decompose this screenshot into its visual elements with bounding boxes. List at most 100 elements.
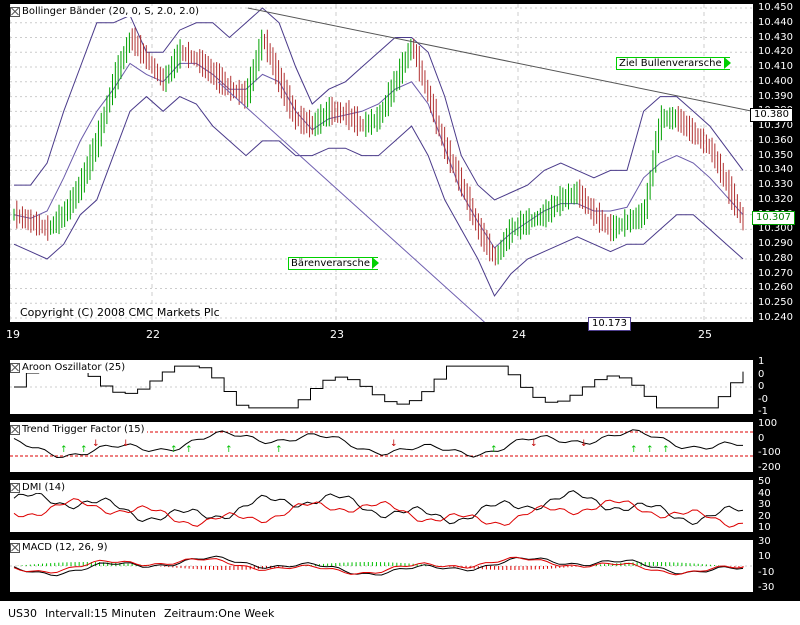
buy-signal-arrow: ↑ <box>662 445 670 455</box>
indicator-tick-label: 0 <box>758 432 765 444</box>
y-tick-label: 10.350 <box>758 149 793 161</box>
y-tick-label: 10.440 <box>758 16 793 28</box>
macd-title: MACD (12, 26, 9) <box>10 542 110 553</box>
trendline-resistance <box>247 7 753 112</box>
x-tick-label: 23 <box>330 328 344 341</box>
y-tick-label: 10.390 <box>758 90 793 102</box>
y-tick-label: 10.270 <box>758 267 793 279</box>
sell-signal-arrow: ↓ <box>92 439 100 449</box>
dmi-minus-line <box>13 498 744 528</box>
buy-signal-arrow: ↑ <box>225 445 233 455</box>
buy-signal-arrow: ↑ <box>646 445 654 455</box>
close-icon[interactable] <box>10 542 20 553</box>
y-tick-label: 10.280 <box>758 252 793 264</box>
y-tick-label: 10.450 <box>758 2 793 13</box>
indicator-tick-label: 0 <box>758 368 765 380</box>
indicator-tick-label: -0 <box>758 393 768 405</box>
y-tick-label: 10.320 <box>758 193 793 205</box>
close-icon[interactable] <box>10 424 20 435</box>
sell-signal-arrow: ↓ <box>390 439 398 449</box>
ttf-title: Trend Trigger Factor (15) <box>10 424 147 435</box>
y-tick-label: 10.360 <box>758 134 793 146</box>
indicator-tick-label: 20 <box>758 510 771 522</box>
aroon-panel <box>10 360 753 414</box>
y-tick-label: 10.410 <box>758 61 793 73</box>
sell-signal-arrow: ↓ <box>122 439 130 449</box>
copyright: Copyright (C) 2008 CMC Markets Plc <box>20 306 220 319</box>
indicator-tick-label: 40 <box>758 487 771 499</box>
x-tick-label: 25 <box>698 328 712 341</box>
y-tick-label: 10.330 <box>758 179 793 191</box>
ttf-chart: ↑ ↑ ↑ ↑ ↑ ↑ ↑ ↑ ↑ ↑ ↓ ↓ ↓ ↓ ↓ <box>10 429 753 459</box>
price-tag-resistance: 10.380 <box>750 108 793 122</box>
close-icon[interactable] <box>10 6 20 17</box>
price-chart <box>10 4 753 322</box>
y-tick-label: 10.340 <box>758 164 793 176</box>
buy-signal-arrow: ↑ <box>185 445 193 455</box>
dmi-title-text: DMI (14) <box>22 482 65 493</box>
interval-label: Intervall:15 Minuten <box>45 606 156 620</box>
lower-band <box>13 95 744 297</box>
period-label: Zeitraum:One Week <box>163 606 275 620</box>
y-tick-label: 10.260 <box>758 282 793 294</box>
indicator-tick-label: 50 <box>758 476 771 487</box>
aroon-chart <box>10 365 753 409</box>
indicator-tick-label: 10 <box>758 551 771 563</box>
sell-signal-arrow: ↓ <box>580 439 588 449</box>
x-tick-label: 19 <box>6 328 20 341</box>
macd-chart <box>10 555 753 577</box>
close-icon[interactable] <box>10 362 20 373</box>
dmi-plus-line <box>13 490 744 526</box>
macd-line <box>13 555 744 577</box>
y-tick-label: 10.300 <box>758 223 793 235</box>
y-tick-label: 10.250 <box>758 297 793 309</box>
aroon-line <box>14 365 744 409</box>
indicator-tick-label: 0 <box>758 381 765 392</box>
ttf-title-text: Trend Trigger Factor (15) <box>22 424 145 435</box>
status-bar: US30 Intervall:15 Minuten Zeitraum:One W… <box>0 601 800 625</box>
dmi-title: DMI (14) <box>10 482 67 493</box>
annotation-bull: Ziel Bullenverarsche <box>616 57 731 70</box>
y-tick-label: 10.430 <box>758 31 793 43</box>
sell-signal-arrow: ↓ <box>530 439 538 449</box>
buy-signal-arrow: ↑ <box>170 445 178 455</box>
dmi-panel <box>10 480 753 532</box>
buy-signal-arrow: ↑ <box>490 445 498 455</box>
indicator-tick-label: 30 <box>758 536 771 547</box>
ttf-line <box>13 429 743 459</box>
indicator-tick-label: 100 <box>758 418 778 429</box>
aroon-title: Aroon Oszillator (25) <box>10 362 128 373</box>
price-panel <box>10 4 753 322</box>
price-tag-current: 10.307 <box>752 211 795 225</box>
y-tick-label: 10.370 <box>758 120 793 132</box>
buy-signal-arrow: ↑ <box>630 445 638 455</box>
price-panel-title: Bollinger Bänder (20, 0, S, 2.0, 2.0) <box>10 6 202 17</box>
bollinger-title: Bollinger Bänder (20, 0, S, 2.0, 2.0) <box>22 6 200 17</box>
buy-signal-arrow: ↑ <box>275 445 283 455</box>
macd-panel <box>10 540 753 592</box>
indicator-tick-label: 30 <box>758 499 771 510</box>
indicator-tick-label: 10 <box>758 522 771 533</box>
macd-signal-line <box>13 556 744 576</box>
price-tag-low: 10.173 <box>588 317 631 331</box>
trendline-support <box>217 81 486 322</box>
y-tick-label: 10.290 <box>758 238 793 250</box>
x-tick-label: 22 <box>146 328 160 341</box>
indicator-tick-label: -100 <box>758 447 781 459</box>
buy-signal-arrow: ↑ <box>60 445 68 455</box>
buy-signal-arrow: ↑ <box>80 445 88 455</box>
y-tick-label: 10.240 <box>758 312 793 323</box>
close-icon[interactable] <box>10 482 20 493</box>
macd-title-text: MACD (12, 26, 9) <box>22 542 108 553</box>
symbol-label: US30 <box>8 606 38 620</box>
aroon-title-text: Aroon Oszillator (25) <box>22 362 126 373</box>
indicator-tick-label: 1 <box>758 356 765 367</box>
indicator-tick-label: -10 <box>758 566 775 578</box>
middle-band <box>13 62 744 249</box>
dmi-chart <box>13 490 744 528</box>
y-tick-label: 10.420 <box>758 46 793 58</box>
x-tick-label: 24 <box>512 328 526 341</box>
annotation-bear: Bärenverarsche <box>288 257 379 270</box>
indicator-tick-label: -30 <box>758 582 775 593</box>
y-tick-label: 10.400 <box>758 75 793 87</box>
